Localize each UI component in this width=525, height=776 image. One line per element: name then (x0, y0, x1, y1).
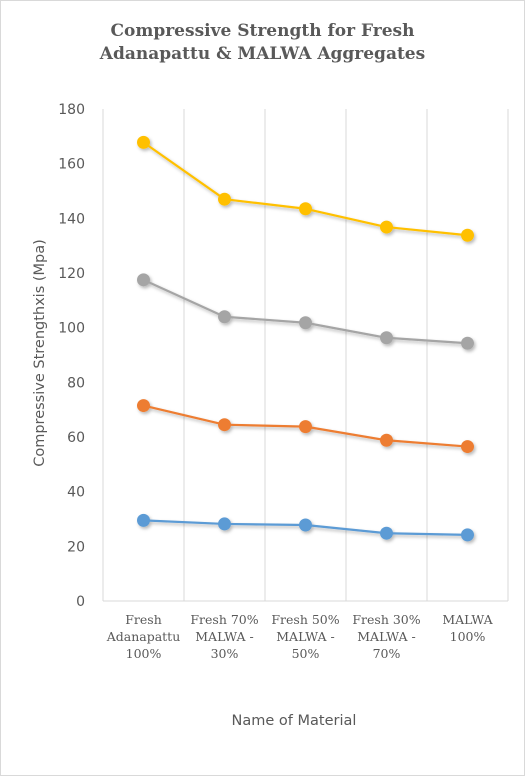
data-point (380, 526, 393, 540)
data-point (137, 399, 150, 413)
x-tick-label-line: Fresh 50% (271, 612, 339, 627)
data-point (299, 518, 312, 532)
x-tick-label-line: Fresh 70% (190, 612, 258, 627)
y-tick-label: 180 (58, 102, 85, 118)
data-point (299, 202, 312, 216)
data-point (299, 316, 312, 330)
x-tick-label: Fresh Adanapattu 100% (106, 612, 181, 661)
y-tick-label: 100 (58, 321, 85, 337)
data-point (380, 220, 393, 234)
x-tick-label: Fresh 50% MALWA - 50% (271, 612, 339, 661)
data-point (461, 528, 474, 542)
data-point (218, 310, 231, 324)
y-tick-label: 20 (67, 539, 85, 555)
x-tick-label-line: 100% (126, 646, 162, 661)
y-tick-label: 60 (67, 430, 85, 446)
series-group (137, 135, 474, 242)
x-tick-label-line: MALWA - (276, 629, 335, 644)
x-tick-label-line: MALWA - (195, 629, 254, 644)
x-tick-label-line: 50% (292, 646, 320, 661)
x-tick-label-line: MALWA (442, 612, 493, 627)
data-point (461, 336, 474, 350)
data-point (218, 517, 231, 531)
data-point (137, 513, 150, 527)
x-axis-ticks: Fresh Adanapattu 100%Fresh 70% MALWA -30%Fr… (106, 612, 494, 661)
x-tick-label-line: Fresh (125, 612, 162, 627)
chart-title-line-1: Compressive Strength for Fresh (110, 21, 415, 41)
series-line (142, 141, 469, 237)
data-point (380, 433, 393, 447)
data-point (218, 418, 231, 432)
x-tick-label-line: 30% (211, 646, 239, 661)
data-point (380, 331, 393, 345)
y-tick-label: 40 (67, 485, 85, 501)
data-point (299, 420, 312, 434)
y-tick-label: 140 (58, 211, 85, 227)
y-tick-label: 80 (67, 375, 85, 391)
y-tick-label: 0 (76, 594, 85, 610)
y-tick-label: 120 (58, 266, 85, 282)
x-tick-label-line: 70% (373, 646, 401, 661)
data-point (218, 192, 231, 206)
data-point (137, 273, 150, 287)
gridlines (102, 109, 509, 601)
series-line (142, 278, 469, 345)
x-tick-label: Fresh 30% MALWA - 70% (352, 612, 420, 661)
chart-title: Compressive Strength for Fresh Adanapatt… (0, 20, 525, 66)
data-point (137, 135, 150, 149)
y-tick-label: 160 (58, 157, 85, 173)
chart-title-line-2: Adanapattu & MALWA Aggregates (99, 44, 426, 64)
series-group (137, 399, 474, 454)
data-point (461, 440, 474, 454)
x-tick-label-line: Fresh 30% (352, 612, 420, 627)
x-tick-label: Fresh 70% MALWA - 30% (190, 612, 258, 661)
data-point (461, 228, 474, 242)
series-group (137, 513, 474, 542)
x-axis-title: Name of Material (232, 713, 357, 729)
series-group (137, 273, 474, 350)
x-tick-label-line: 100% (450, 629, 486, 644)
y-axis-title: Compressive Strengthxis (Mpa) (32, 239, 48, 467)
series (137, 135, 474, 542)
y-axis-ticks: 0 20 40 60 80 100 120 140 160 180 (58, 102, 85, 610)
x-tick-label-line: MALWA - (357, 629, 416, 644)
x-tick-label: MALWA 100% (442, 612, 493, 644)
x-tick-label-line: Adanapattu (106, 629, 181, 644)
